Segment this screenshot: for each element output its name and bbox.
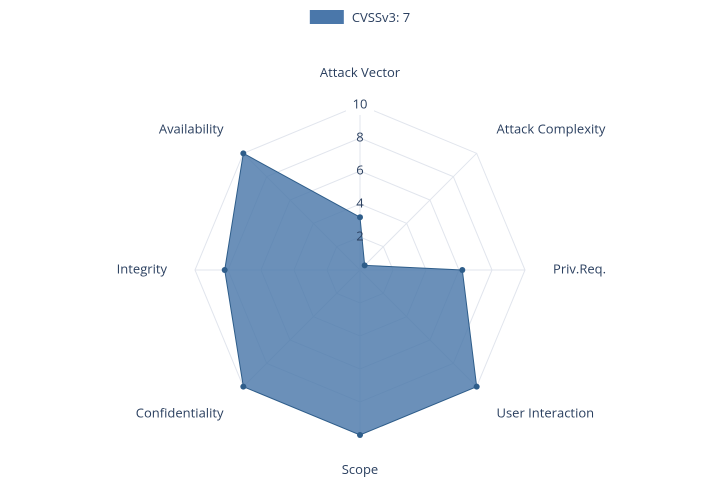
- radar-series[interactable]: [225, 153, 477, 435]
- radar-point[interactable]: [474, 384, 480, 390]
- legend-swatch: [310, 10, 344, 24]
- radar-point[interactable]: [240, 150, 246, 156]
- axis-label: User Interaction: [496, 404, 594, 422]
- radar-point[interactable]: [459, 267, 465, 273]
- radar-chart-container: CVSSv3: 7 2 4 6 8 10 Attack Vector Attack Comp…: [0, 0, 720, 504]
- radar-point[interactable]: [357, 214, 363, 220]
- legend-label: CVSSv3: 7: [352, 8, 410, 26]
- radar-point[interactable]: [357, 432, 363, 438]
- radial-tick-label: 10: [353, 94, 368, 112]
- radar-point[interactable]: [362, 262, 368, 268]
- axis-label: Priv.Req.: [553, 259, 606, 277]
- radar-point[interactable]: [222, 267, 228, 273]
- radial-tick-label: 2: [356, 226, 363, 244]
- radar-point[interactable]: [240, 384, 246, 390]
- radar-chart: 2 4 6 8 10 Attack Vector Attack Complexity Priv…: [0, 0, 720, 504]
- axis-label: Availability: [159, 120, 224, 138]
- radial-tick-label: 8: [356, 127, 363, 145]
- axis-label: Attack Complexity: [496, 120, 605, 138]
- axis-label: Attack Vector: [320, 63, 401, 81]
- axis-label: Confidentiality: [136, 404, 224, 422]
- chart-legend[interactable]: CVSSv3: 7: [310, 8, 410, 26]
- axis-label: Scope: [342, 460, 378, 478]
- radial-tick-label: 4: [356, 193, 364, 211]
- radial-tick-label: 6: [356, 160, 363, 178]
- axis-label: Integrity: [117, 259, 168, 277]
